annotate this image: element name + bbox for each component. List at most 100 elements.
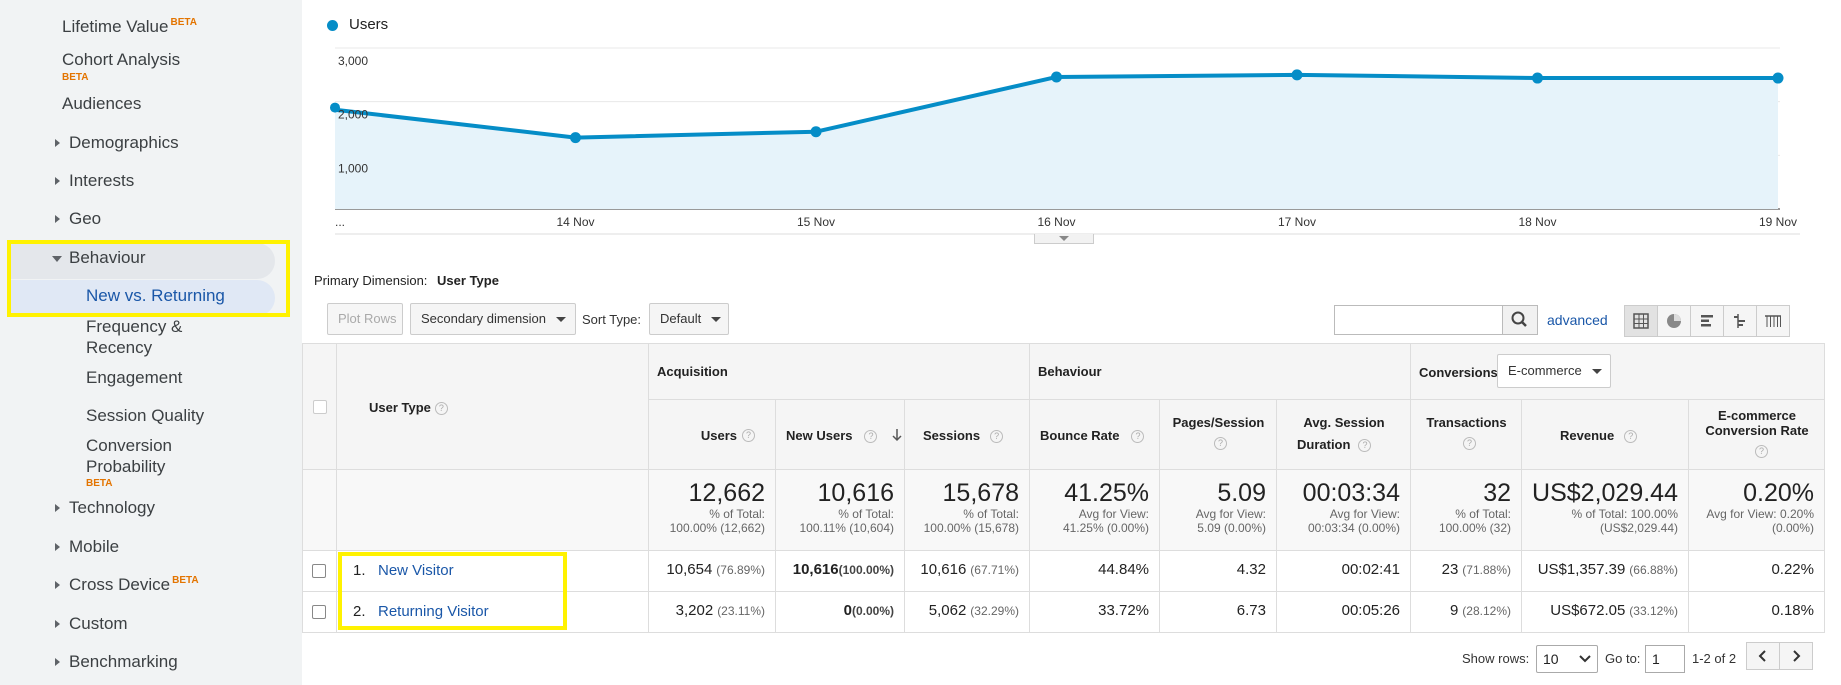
view-percentage-button[interactable] xyxy=(1657,305,1691,337)
help-icon[interactable]: ? xyxy=(864,430,878,444)
primary-dimension-value[interactable]: User Type xyxy=(437,273,499,288)
cell-percent: (23.11%) xyxy=(717,604,765,618)
chevron-down-icon xyxy=(1591,369,1602,375)
data-point xyxy=(810,126,822,138)
table-grid-icon xyxy=(1633,313,1649,329)
group-behaviour-label: Behaviour xyxy=(1038,364,1102,379)
col-transactions-header[interactable]: Transactions ? xyxy=(1411,400,1522,470)
table-cell-pages: 6.73 xyxy=(1160,592,1277,633)
cell-percent: (76.89%) xyxy=(716,563,765,577)
help-icon[interactable]: ? xyxy=(1131,430,1145,444)
table-search-input[interactable] xyxy=(1334,305,1504,335)
prev-page-button[interactable] xyxy=(1746,642,1780,670)
view-comparison-button[interactable] xyxy=(1723,305,1757,337)
col-pages-session-header[interactable]: Pages/Session ? xyxy=(1160,400,1277,470)
totals-users: 12,662 % of Total: 100.00% (12,662) xyxy=(649,470,776,551)
col-ecr-label-1: E-commerce xyxy=(1717,408,1797,423)
totals-ecr-sub2: (0.00%) xyxy=(1771,521,1814,535)
users-line-chart: 3,000 2,000 1,000 ... 14 Nov 15 Nov 16 Nov 17 … xyxy=(330,47,1800,235)
row-user-type-link[interactable]: Returning Visitor xyxy=(378,603,489,620)
row-checkbox[interactable] xyxy=(312,605,326,619)
conversions-dropdown[interactable]: E-commerce xyxy=(1497,354,1611,388)
plot-rows-button[interactable]: Plot Rows xyxy=(327,303,403,335)
cell-percent: (100.00%) xyxy=(838,563,894,577)
view-data-button[interactable] xyxy=(1624,305,1658,337)
totals-sessions-sub1: % of Total: xyxy=(963,507,1019,521)
next-page-button[interactable] xyxy=(1779,642,1813,670)
table-cell-users: 3,202 (23.11%) xyxy=(649,592,776,633)
totals-revenue-sub2: (US$2,029.44) xyxy=(1599,521,1678,535)
nav-engagement-label: Engagement xyxy=(86,368,183,387)
chevron-down-icon xyxy=(556,317,567,323)
help-icon[interactable]: ? xyxy=(990,430,1004,444)
cell-value: 23 xyxy=(1441,561,1459,578)
cell-value: 44.84% xyxy=(1098,561,1149,578)
col-new-users-header[interactable]: New Users? xyxy=(776,400,905,470)
help-icon[interactable]: ? xyxy=(742,429,755,442)
select-all-cell xyxy=(302,343,337,470)
cell-value: 3,202 xyxy=(675,602,714,619)
sort-down-arrow-icon[interactable] xyxy=(892,428,902,442)
col-revenue-header[interactable]: Revenue? xyxy=(1522,400,1689,470)
help-icon[interactable]: ? xyxy=(434,402,448,416)
nav-demographics-label: Demographics xyxy=(69,133,179,152)
nav-geo-label: Geo xyxy=(69,209,102,228)
group-acquisition-label: Acquisition xyxy=(657,364,728,379)
totals-bounce-value: 41.25% xyxy=(1064,479,1149,507)
sort-type-value: Default xyxy=(660,311,702,326)
totals-bounce: 41.25% Avg for View: 41.25% (0.00%) xyxy=(1030,470,1160,551)
col-avg-duration-label-2: Duration xyxy=(1297,437,1351,452)
totals-revenue-value: US$2,029.44 xyxy=(1532,479,1678,507)
chart-resize-handle[interactable] xyxy=(1034,234,1094,244)
sort-type-dropdown[interactable]: Default xyxy=(649,303,729,335)
col-pages-session-label: Pages/Session xyxy=(1172,415,1265,430)
cell-value: 0.18% xyxy=(1771,602,1814,619)
col-avg-session-duration-header[interactable]: Avg. Session Duration? xyxy=(1277,400,1411,470)
table-cell-users: 10,654 (76.89%) xyxy=(649,551,776,592)
goto-page-input[interactable]: 1 xyxy=(1645,645,1685,673)
search-icon xyxy=(1511,311,1527,327)
chevron-down-icon xyxy=(711,317,722,323)
data-point xyxy=(330,102,340,113)
users-area xyxy=(335,74,1778,209)
data-table: User Type? Acquisition Behaviour Convers… xyxy=(302,343,1825,668)
help-icon[interactable]: ? xyxy=(1624,430,1638,444)
table-cell-revenue: US$672.05 (33.12%) xyxy=(1522,592,1689,633)
cell-value: US$1,357.39 xyxy=(1537,561,1626,578)
show-rows-label: Show rows: xyxy=(1462,651,1530,666)
data-point xyxy=(1532,72,1543,84)
nav-frequency-label: Frequency & xyxy=(86,317,183,336)
cell-value: 0 xyxy=(843,602,852,619)
x-tick-label: 19 Nov xyxy=(1759,215,1797,229)
cell-value: 4.32 xyxy=(1236,561,1266,578)
view-performance-button[interactable] xyxy=(1690,305,1724,337)
select-all-checkbox[interactable] xyxy=(313,400,327,414)
help-icon[interactable]: ? xyxy=(1358,439,1372,453)
primary-dimension: Primary Dimension: User Type xyxy=(314,273,499,288)
row-checkbox[interactable] xyxy=(312,564,326,578)
col-ecommerce-rate-header[interactable]: E-commerce Conversion Rate ? xyxy=(1689,400,1825,470)
secondary-dimension-dropdown[interactable]: Secondary dimension xyxy=(410,303,576,335)
totals-pages-value: 5.09 xyxy=(1217,479,1266,507)
help-icon[interactable]: ? xyxy=(1755,445,1768,458)
nav-mobile-label: Mobile xyxy=(69,537,120,556)
col-users-header[interactable]: Users ? xyxy=(649,400,776,470)
help-icon[interactable]: ? xyxy=(1214,437,1227,450)
help-icon[interactable]: ? xyxy=(1463,437,1476,450)
view-pivot-button[interactable] xyxy=(1756,305,1790,337)
row-user-type-link[interactable]: New Visitor xyxy=(378,562,454,579)
sort-type-label: Sort Type: xyxy=(582,312,642,327)
cell-percent: (67.71%) xyxy=(970,563,1019,577)
col-bounce-rate-header[interactable]: Bounce Rate? xyxy=(1030,400,1160,470)
show-rows-select[interactable]: 10 xyxy=(1536,645,1598,673)
search-button[interactable] xyxy=(1502,305,1538,335)
expand-arrow-icon xyxy=(55,581,60,589)
primary-dimension-label: Primary Dimension: xyxy=(314,273,428,288)
advanced-filter-link[interactable]: advanced xyxy=(1547,312,1608,328)
table-cell-duration: 00:02:41 xyxy=(1277,551,1411,592)
col-user-type-header[interactable]: User Type? xyxy=(337,343,649,470)
col-sessions-header[interactable]: Sessions? xyxy=(905,400,1030,470)
cell-value: US$672.05 xyxy=(1550,602,1626,619)
totals-transactions: 32 % of Total: 100.00% (32) xyxy=(1411,470,1522,551)
nav-new-vs-returning-label: New vs. Returning xyxy=(86,286,225,305)
